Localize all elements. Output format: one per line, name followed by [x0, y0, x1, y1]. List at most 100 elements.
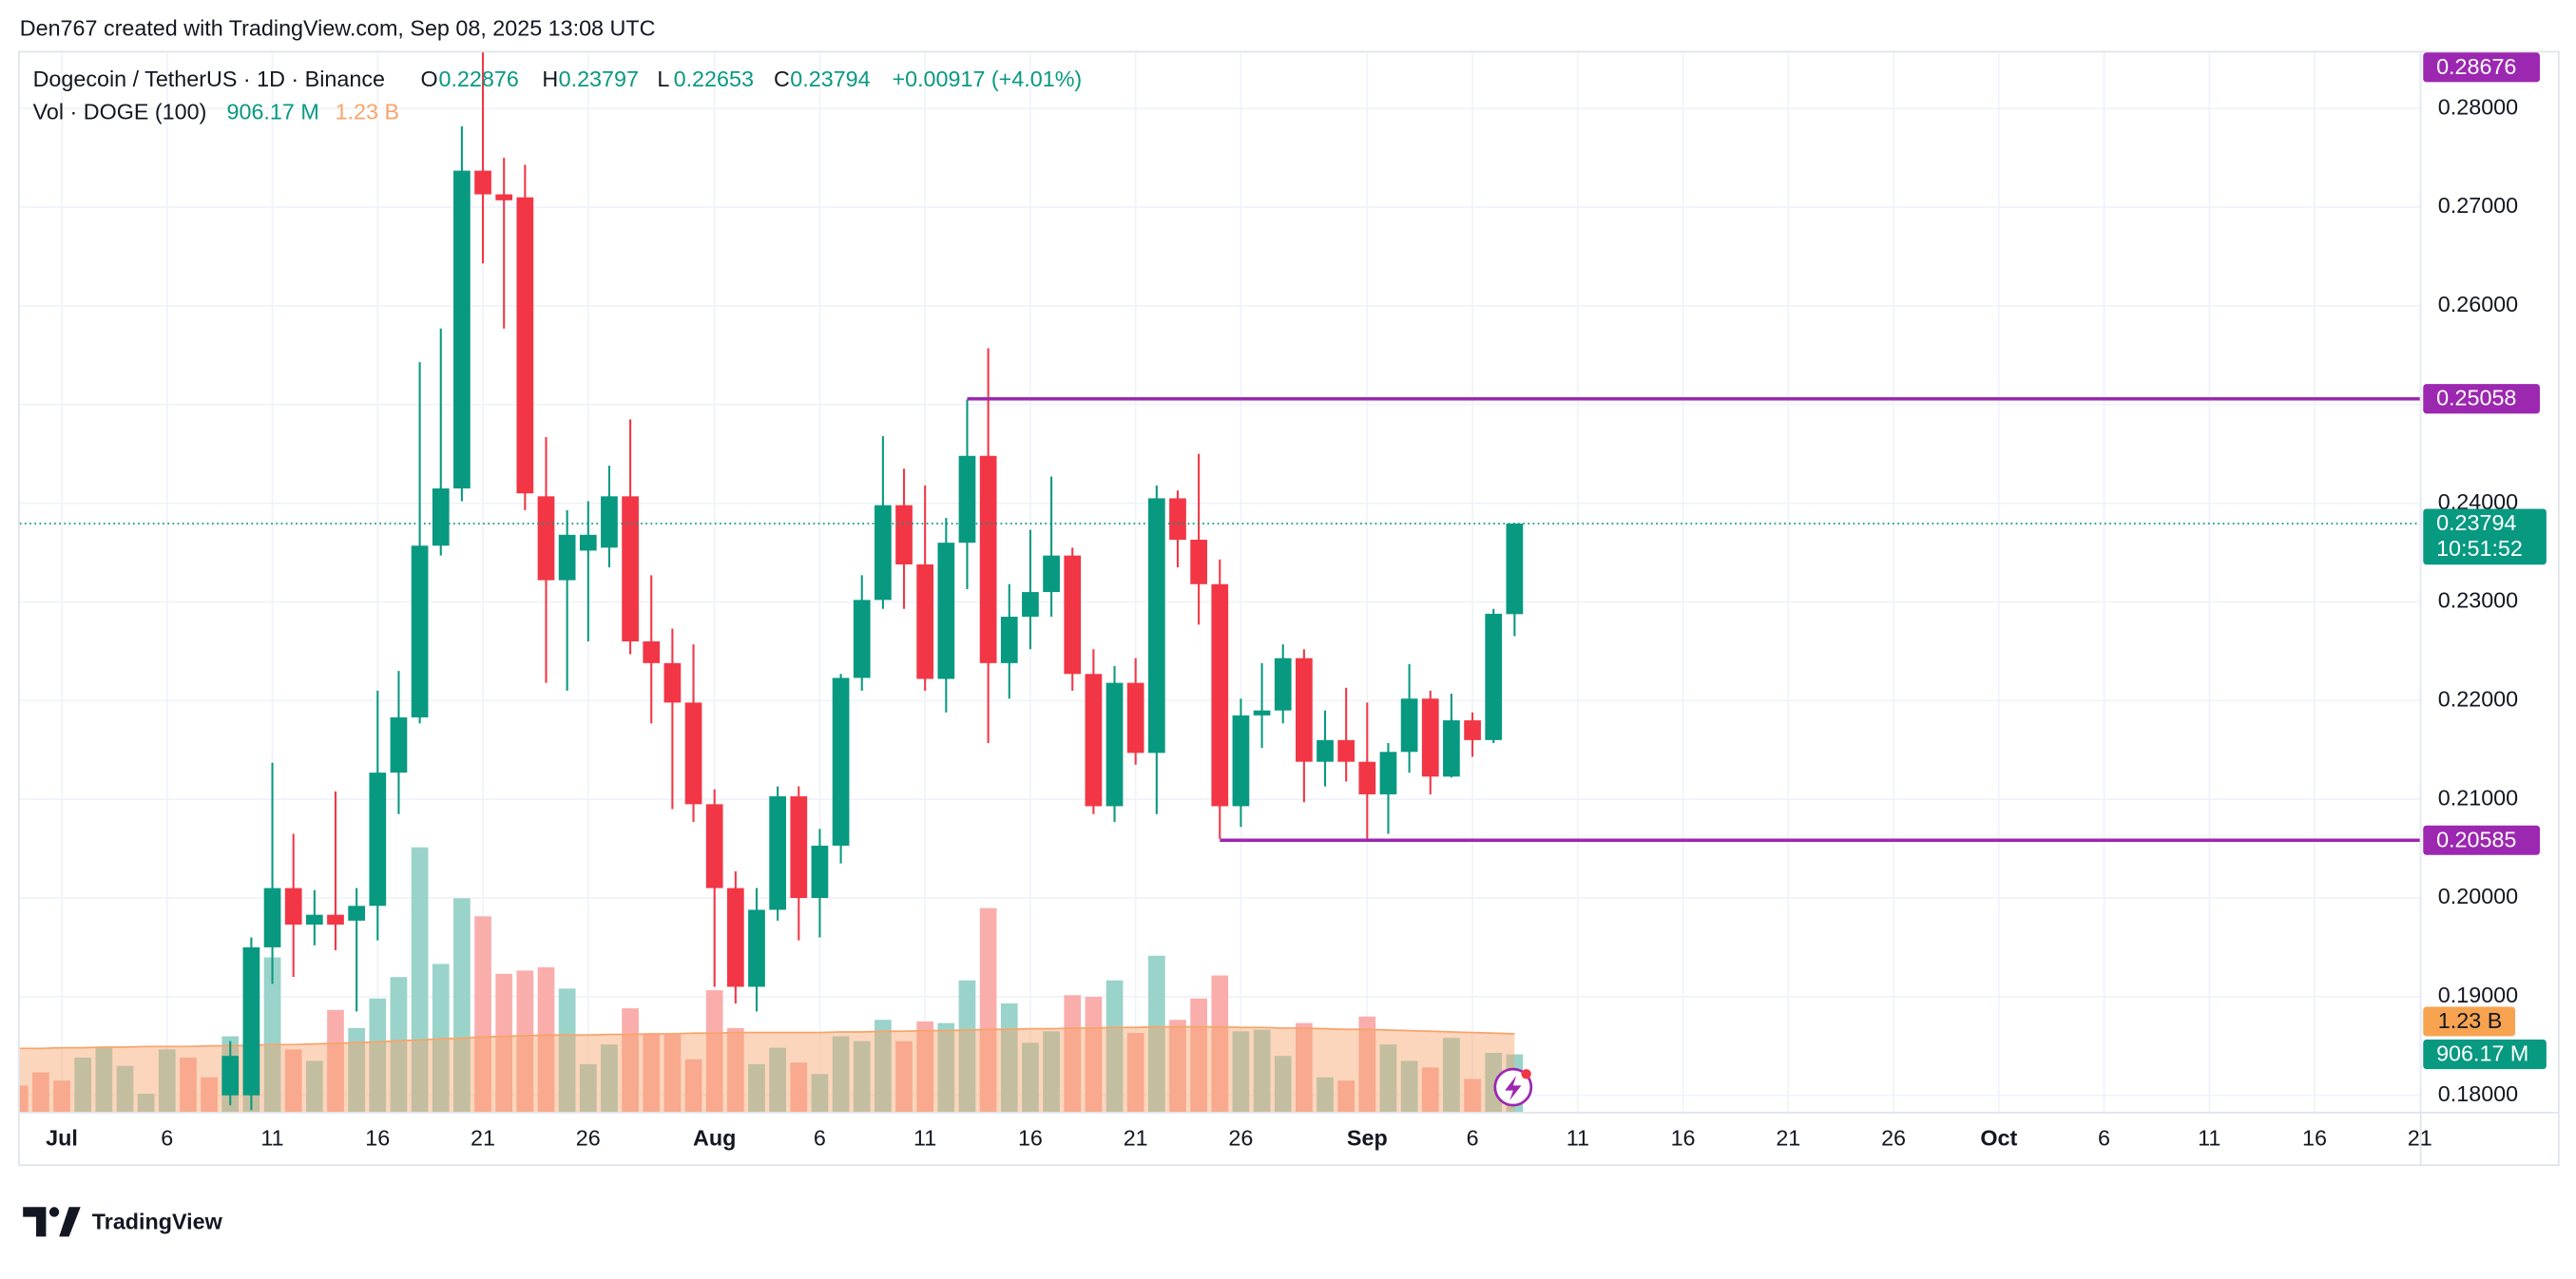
volume-bar [726, 1027, 744, 1113]
attribution: Den767 created with TradingView.com, Sep… [20, 15, 656, 40]
volume-bar [1043, 1031, 1060, 1113]
candle-body [875, 505, 892, 601]
volume-bar [1358, 1016, 1376, 1113]
level-label: 0.25058 [2436, 386, 2516, 410]
volume-bar [1000, 1002, 1018, 1113]
ohlc-letter: C [774, 67, 790, 91]
candle-body [1443, 720, 1460, 777]
candle-body [790, 796, 808, 899]
candle-body [1253, 710, 1271, 716]
candle-body [684, 702, 702, 805]
volume-bar [74, 1057, 92, 1113]
volume-bar [895, 1040, 913, 1113]
volume-bar [348, 1027, 366, 1113]
volume-bar [832, 1036, 850, 1113]
axes: 0.18000 0.19000 0.20000 0.21000 0.22000 0.230… [46, 52, 2547, 1151]
candle-body [1190, 540, 1207, 584]
chart-frame [18, 50, 2560, 1167]
y-tick-label: 0.21000 [2438, 785, 2518, 810]
y-tick-label: 0.19000 [2438, 983, 2518, 1007]
volume-bar [474, 916, 491, 1113]
candle-body [622, 496, 639, 641]
volume-bar [284, 1049, 302, 1113]
volume-bar [158, 1049, 176, 1113]
y-tick-label: 0.22000 [2438, 686, 2518, 711]
volume-bar [180, 1057, 197, 1113]
volume-bar [958, 980, 976, 1113]
ohlc-letter: L [657, 67, 669, 91]
volume-bar [1253, 1029, 1271, 1113]
candle-body [643, 640, 661, 663]
ohlc-value: 0.22653 [674, 67, 754, 91]
x-tick-label: 16 [2302, 1126, 2327, 1151]
candle-body [769, 796, 786, 910]
volume-bar [327, 1009, 344, 1113]
candle-body [853, 600, 871, 678]
candle-body [242, 946, 260, 1096]
logo: TradingView [23, 1207, 223, 1237]
candle-body [1400, 698, 1418, 753]
x-tick-label: 6 [161, 1126, 173, 1151]
candle-body [1126, 682, 1144, 754]
volume-bar [663, 1034, 682, 1113]
candle-body [1421, 698, 1439, 777]
volume-bar [1400, 1060, 1418, 1113]
candle-body [1169, 498, 1186, 541]
x-tick-label: 26 [576, 1126, 601, 1151]
candle-body [263, 888, 281, 947]
x-tick-label: 16 [1671, 1126, 1696, 1151]
candle-body [348, 906, 366, 921]
candle-body [305, 914, 323, 926]
volume-label: 906.17 M [2436, 1041, 2528, 1066]
candle-body [601, 496, 618, 548]
y-tick-label: 0.20000 [2438, 884, 2518, 908]
volume-bar [705, 990, 723, 1113]
volume-bar [1317, 1077, 1334, 1113]
volume-ma-label-box [2423, 1006, 2516, 1037]
volume-bar [432, 964, 450, 1113]
volume-bar [1421, 1067, 1439, 1113]
volume-bar [411, 847, 429, 1113]
volume-bar [643, 1034, 661, 1113]
volume-bar [811, 1074, 829, 1113]
candle-body [579, 534, 597, 551]
candle-body [411, 545, 429, 717]
candle-body [663, 662, 682, 703]
candle-body [1147, 498, 1165, 754]
volume-bar [137, 1094, 155, 1113]
x-tick-label: 21 [2408, 1126, 2432, 1151]
volume-bar [1169, 1020, 1186, 1113]
volume-bar [1064, 995, 1082, 1113]
volume-bar [495, 973, 513, 1113]
candle-body [1064, 555, 1082, 675]
ohlc-letter: H [542, 67, 558, 91]
volume-bar [1105, 980, 1124, 1113]
x-tick-label: 11 [260, 1126, 283, 1151]
candle-body [958, 455, 976, 544]
current-price-box [2423, 508, 2547, 565]
volume-bar [369, 998, 387, 1113]
x-tick-label: 11 [913, 1126, 936, 1151]
x-tick-label: 21 [1124, 1126, 1148, 1151]
current-price-label: 0.23794 [2436, 510, 2516, 535]
x-tick-label: Oct [1980, 1126, 2017, 1151]
symbol: Dogecoin / TetherUS · 1D · Binance [33, 67, 385, 91]
x-tick-label: 21 [1776, 1126, 1800, 1151]
candle-body [1464, 720, 1481, 740]
y-tick-label: 0.23000 [2438, 588, 2518, 613]
candle-body [284, 888, 302, 926]
volume-bar [305, 1060, 323, 1113]
level-label-box [2423, 825, 2540, 855]
volume-bar [1464, 1079, 1481, 1113]
x-tick-label: Aug [693, 1126, 736, 1151]
volume-bar [853, 1040, 871, 1113]
volume-bar [516, 970, 534, 1113]
x-tick-label: 16 [1018, 1126, 1043, 1151]
candle-body [832, 678, 850, 846]
y-tick-label: 0.18000 [2438, 1081, 2518, 1106]
x-tick-label: 16 [365, 1126, 390, 1151]
change: +0.00917 (+4.01%) [892, 67, 1082, 91]
y-tick-label: 0.28000 [2438, 94, 2518, 119]
